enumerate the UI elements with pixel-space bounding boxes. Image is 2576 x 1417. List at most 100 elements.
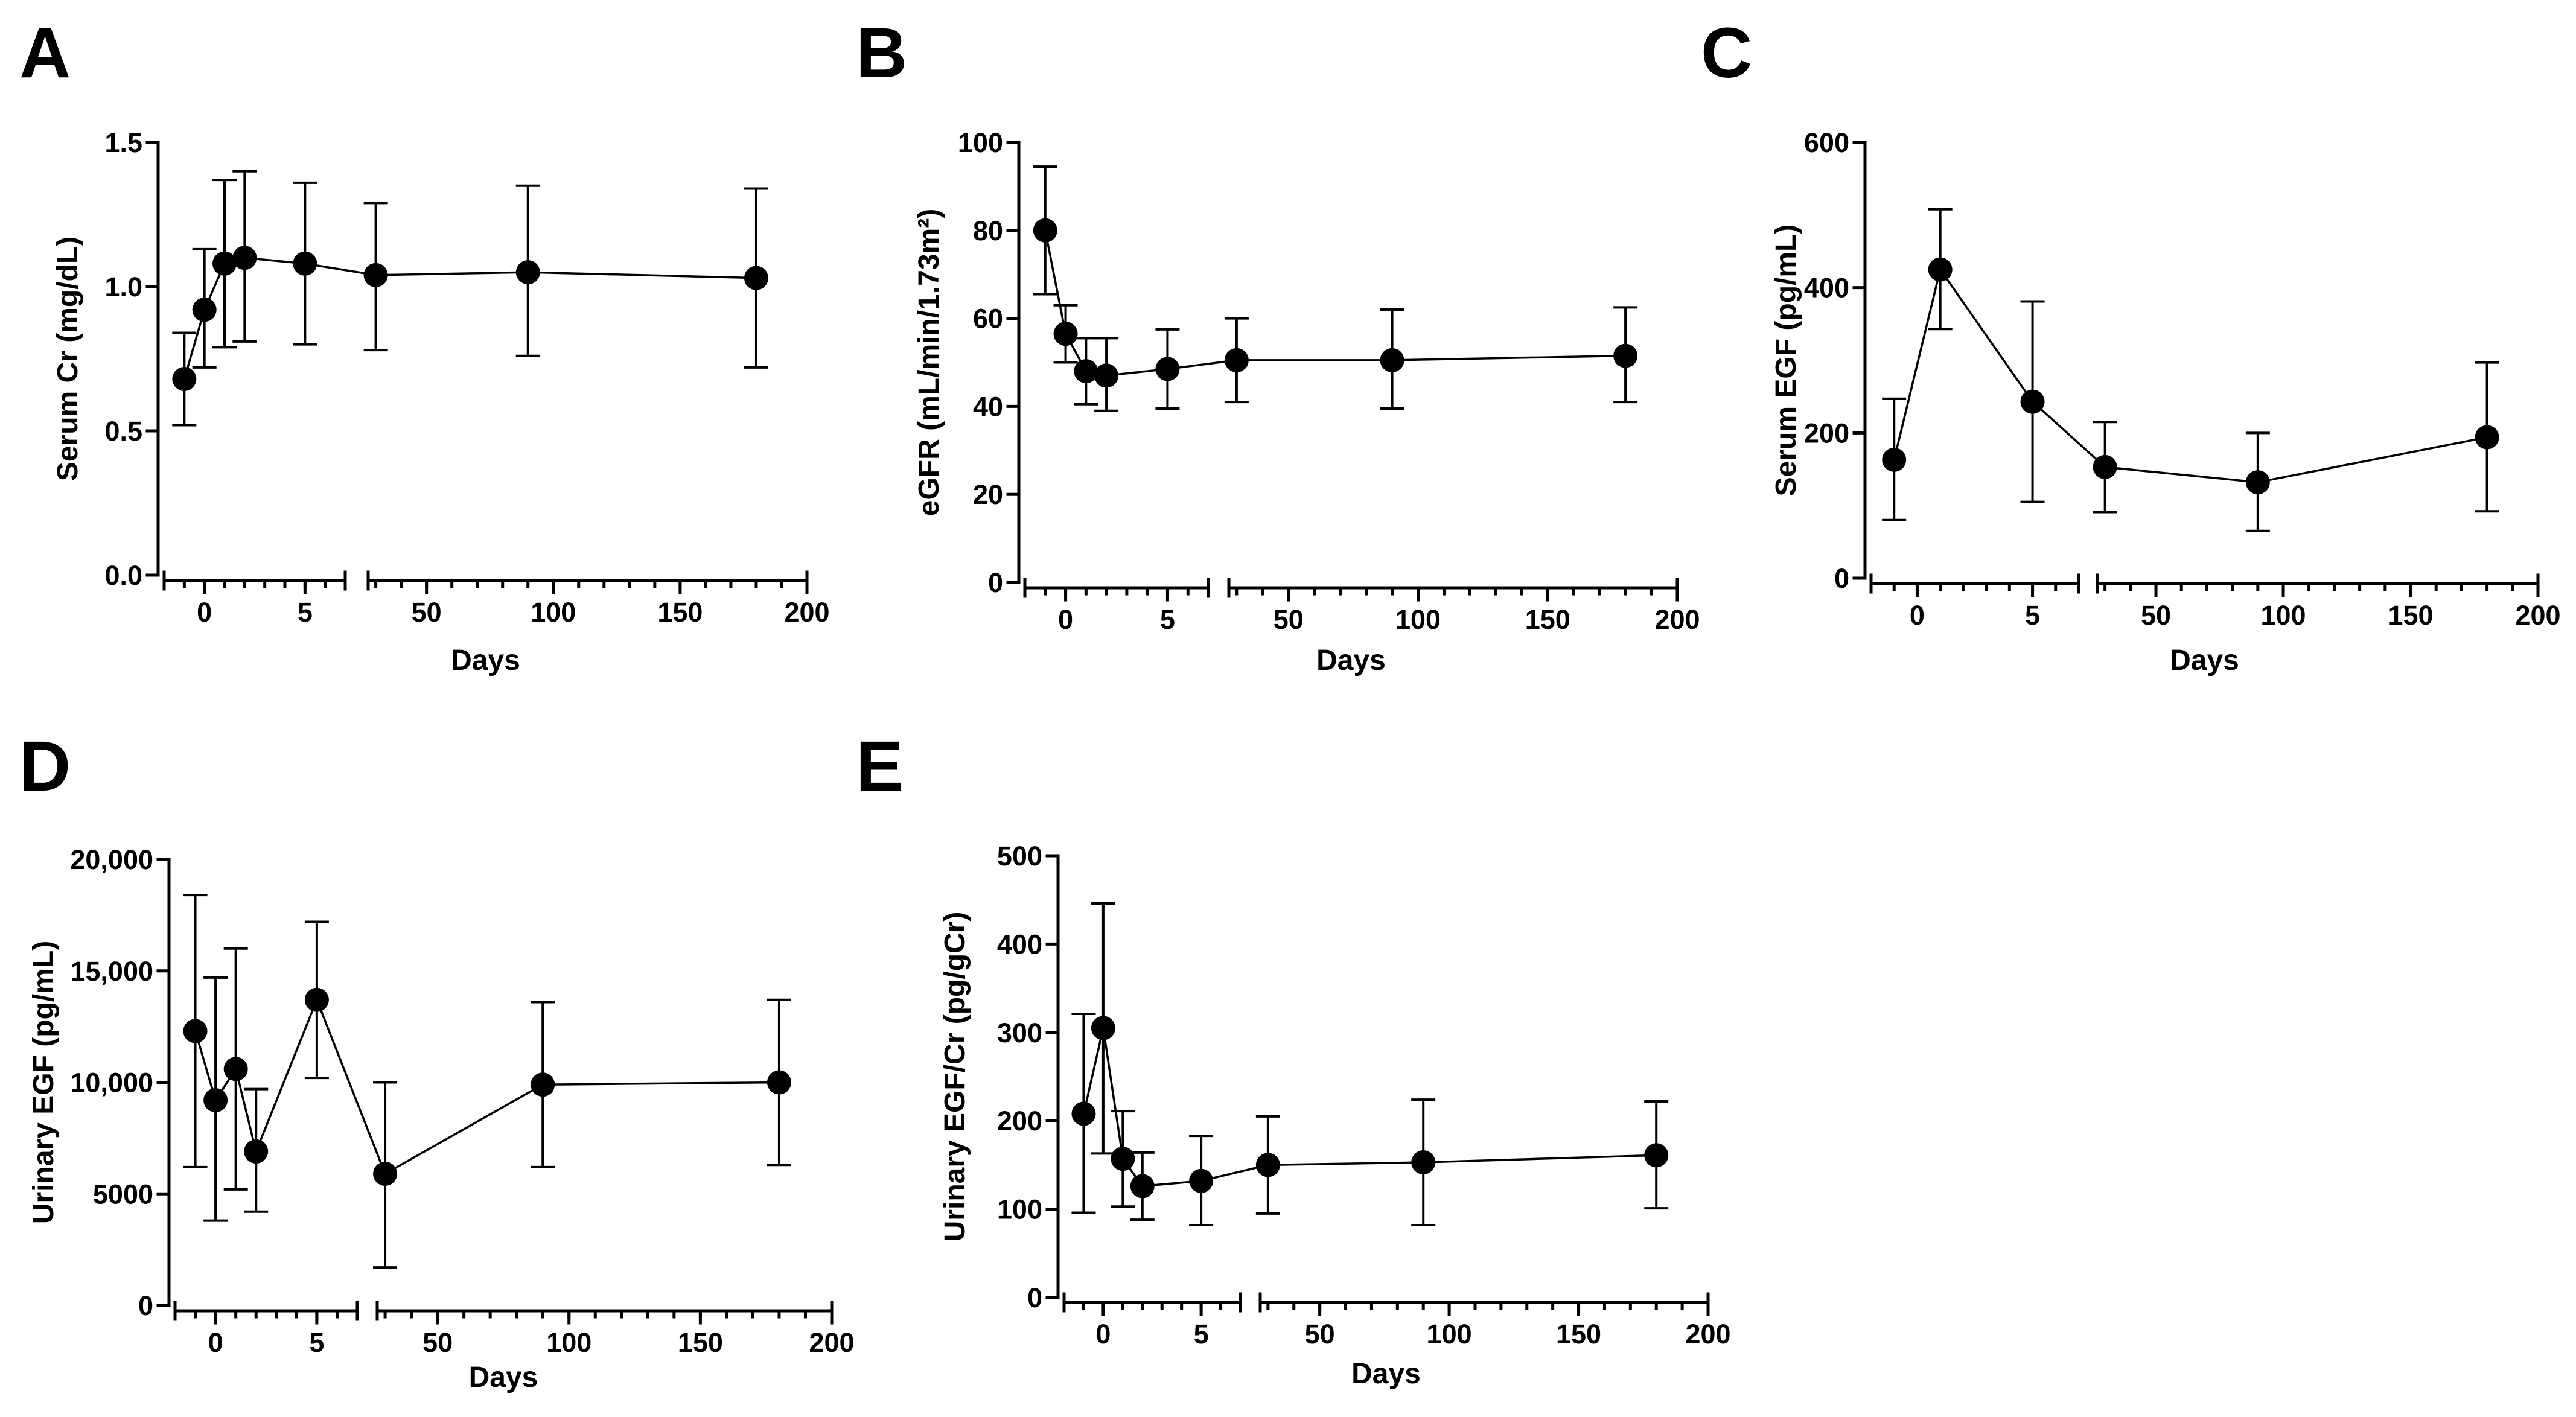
series-line	[1044, 230, 1626, 377]
data-point	[1189, 1168, 1214, 1193]
data-point-group	[1033, 165, 1057, 296]
panel-letter: D	[19, 727, 71, 806]
y-tick-label: 1.5	[104, 127, 142, 158]
data-point	[223, 1057, 248, 1081]
y-tick-label: 100	[958, 127, 1003, 158]
x-axis-title: Days	[469, 1361, 538, 1393]
data-point	[1091, 1016, 1115, 1040]
data-point	[304, 987, 329, 1012]
x-tick-label: 100	[531, 597, 576, 628]
panel-letter: A	[19, 13, 71, 93]
data-point-group	[1224, 317, 1249, 404]
x-tick-label: 100	[2260, 600, 2306, 631]
data-point-group	[1189, 1135, 1214, 1226]
data-point-group	[1613, 306, 1638, 404]
y-tick-label: 400	[997, 929, 1042, 960]
x-tick-label: 0	[208, 1327, 223, 1358]
data-point-group	[1644, 1100, 1669, 1210]
x-axis-title: Days	[451, 645, 520, 677]
data-point	[531, 1072, 555, 1097]
data-point-group	[172, 331, 197, 427]
series-line	[194, 997, 779, 1176]
data-point	[744, 266, 768, 290]
y-tick-label: 1.0	[104, 272, 142, 302]
series-line	[183, 256, 756, 380]
y-tick-label: 20	[973, 479, 1003, 510]
data-point	[2475, 425, 2499, 450]
x-axis-segment-2: 50 100 150 200	[375, 1301, 855, 1358]
data-point	[1613, 343, 1638, 368]
data-point	[232, 246, 257, 270]
x-tick-label: 5	[1194, 1319, 1209, 1349]
y-tick-label: 40	[973, 391, 1003, 422]
y-tick-label: 15,000	[70, 956, 153, 987]
data-point-group	[2093, 421, 2117, 514]
x-tick-label: 5	[309, 1327, 324, 1358]
data-point	[767, 1070, 791, 1095]
panel-letter: C	[1701, 13, 1752, 93]
y-axis-title: Serum EGF (pg/mL)	[1770, 224, 1802, 497]
data-point-group	[1928, 208, 1953, 331]
data-point	[293, 251, 317, 276]
y-tick-label: 100	[997, 1194, 1042, 1225]
data-point-group	[363, 202, 388, 352]
x-tick-label: 150	[678, 1327, 723, 1358]
x-tick-label: 0	[197, 597, 212, 628]
y-tick-label: 10,000	[70, 1068, 153, 1098]
x-tick-label: 200	[784, 597, 829, 628]
y-tick-label: 80	[973, 215, 1003, 246]
x-tick-label: 50	[1274, 604, 1304, 635]
data-point	[1074, 359, 1098, 384]
y-axis-title: Serum Cr (mg/dL)	[52, 237, 84, 481]
x-tick-label: 5	[1160, 604, 1175, 635]
x-tick-label: 50	[2141, 600, 2171, 631]
data-point	[1882, 447, 1907, 472]
y-tick-label: 500	[997, 841, 1042, 871]
x-tick-label: 5	[2025, 600, 2040, 631]
data-point-group	[515, 184, 540, 357]
y-tick-label: 0	[138, 1290, 153, 1321]
data-point-group	[244, 1087, 269, 1213]
data-point	[1053, 322, 1078, 346]
data-point	[373, 1161, 398, 1186]
data-point-group	[304, 920, 329, 1080]
data-point-group	[2475, 361, 2499, 513]
data-point-group	[2245, 431, 2270, 532]
panel-d: D 0 5000 10,000 15,000 20,000 Urinary EGF (pg/…	[19, 727, 855, 1393]
data-point-group	[1074, 337, 1098, 406]
y-tick-label: 20,000	[70, 844, 153, 875]
data-point-group	[192, 247, 217, 369]
y-tick-label: 300	[997, 1017, 1042, 1048]
data-point-group	[183, 894, 208, 1168]
data-point-group	[1111, 1110, 1135, 1208]
data-point	[1094, 363, 1119, 388]
x-axis-segment-2: 50 100 150 200	[1258, 1292, 1731, 1349]
y-tick-label: 0.5	[104, 416, 142, 447]
x-axis-segment-2: 50 100 150 200	[366, 570, 830, 628]
data-point	[1033, 218, 1057, 243]
data-point	[1130, 1174, 1155, 1199]
data-point-group	[1882, 397, 1907, 521]
data-point-group	[1255, 1115, 1280, 1215]
y-tick-label: 200	[997, 1106, 1042, 1136]
data-point-group	[1380, 308, 1404, 410]
y-tick-label: 5000	[93, 1179, 153, 1209]
x-tick-label: 100	[1395, 604, 1441, 635]
data-point-group	[744, 187, 768, 369]
data-point	[1155, 357, 1180, 381]
data-point-group	[1130, 1151, 1155, 1221]
data-point-group	[223, 947, 248, 1191]
data-point	[2245, 470, 2270, 495]
x-tick-label: 50	[1305, 1319, 1335, 1349]
data-point-group	[1071, 1013, 1096, 1214]
data-point	[203, 1088, 228, 1113]
data-point-group	[212, 179, 237, 349]
